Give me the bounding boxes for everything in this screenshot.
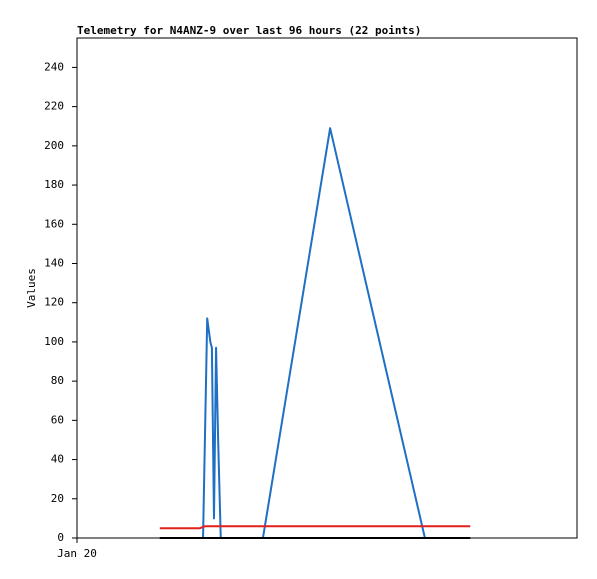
y-tick-label: 120 xyxy=(44,296,64,309)
y-tick-label: 100 xyxy=(44,335,64,348)
y-tick-label: 20 xyxy=(51,492,64,505)
y-tick-label: 80 xyxy=(51,374,64,387)
y-tick-label: 0 xyxy=(57,531,64,544)
y-tick-label: 200 xyxy=(44,139,64,152)
series-line xyxy=(159,127,471,539)
y-tick-label: 60 xyxy=(51,413,64,426)
y-tick-label: 240 xyxy=(44,60,64,73)
y-tick-label: 140 xyxy=(44,256,64,269)
chart-title: Telemetry for N4ANZ-9 over last 96 hours… xyxy=(77,24,421,37)
y-tick-label: 160 xyxy=(44,217,64,230)
y-tick-label: 180 xyxy=(44,178,64,191)
y-axis-label: Values xyxy=(25,268,38,308)
x-tick-label: Jan 20 xyxy=(57,547,97,560)
series-line xyxy=(159,525,471,530)
y-tick-label: 220 xyxy=(44,100,64,113)
y-tick-label: 40 xyxy=(51,453,64,466)
plot-frame xyxy=(76,37,578,539)
